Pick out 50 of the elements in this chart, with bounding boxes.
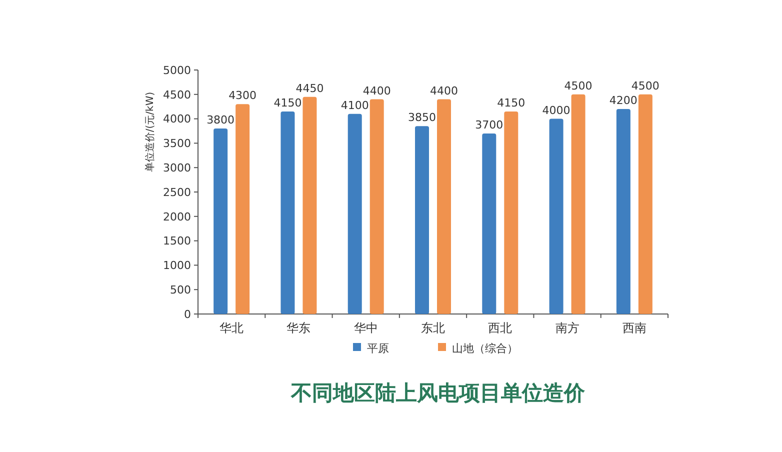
bar	[638, 94, 652, 314]
bar	[348, 114, 362, 314]
data-label: 3700	[475, 118, 504, 132]
data-label: 4400	[362, 84, 391, 98]
legend-label: 山地（综合）	[452, 342, 518, 355]
y-tick-label: 0	[184, 308, 191, 321]
y-tick-label: 1500	[163, 234, 191, 248]
bar	[437, 99, 451, 314]
y-tick-label: 4500	[163, 88, 191, 102]
y-tick-label: 1000	[163, 259, 191, 272]
y-tick-label: 2000	[163, 210, 191, 224]
x-tick-label: 南方	[555, 321, 580, 335]
y-tick-label: 5000	[163, 64, 191, 77]
data-label: 4000	[542, 104, 570, 117]
bar	[415, 126, 429, 314]
bar	[302, 96, 317, 314]
x-tick-label: 华中	[354, 321, 378, 335]
bar	[482, 133, 496, 314]
y-axis-title: 单位造价/(元/kW)	[144, 92, 156, 172]
x-tick-label: 东北	[421, 321, 445, 335]
data-label: 4150	[274, 96, 302, 110]
data-label: 4400	[430, 84, 458, 98]
data-label: 4100	[340, 98, 369, 112]
bar	[571, 94, 586, 314]
x-tick-label: 西南	[622, 321, 646, 335]
x-tick-label: 华东	[286, 321, 311, 335]
bar	[616, 109, 630, 314]
legend-label: 平原	[367, 342, 389, 355]
x-tick-label: 华北	[220, 321, 244, 335]
bar	[280, 111, 295, 314]
y-tick-label: 4000	[163, 112, 191, 126]
data-label: 3850	[408, 111, 436, 124]
x-tick-label: 西北	[488, 321, 512, 335]
y-tick-label: 3000	[163, 161, 191, 174]
bar	[214, 128, 228, 314]
data-label: 4450	[296, 82, 324, 95]
y-tick-label: 2500	[163, 186, 191, 199]
data-label: 3800	[206, 114, 235, 127]
bar	[549, 118, 564, 314]
bar	[370, 99, 384, 314]
y-tick-label: 3500	[163, 137, 191, 150]
data-label: 4200	[609, 94, 638, 108]
data-label: 4150	[497, 96, 526, 110]
y-tick-label: 500	[170, 283, 191, 296]
data-label: 4500	[631, 79, 660, 92]
data-label: 4500	[564, 79, 592, 92]
data-label: 4300	[228, 89, 257, 102]
text: 不同地区陆上风电项目单位造价	[290, 381, 586, 405]
bar	[504, 111, 518, 314]
bar	[236, 104, 250, 314]
